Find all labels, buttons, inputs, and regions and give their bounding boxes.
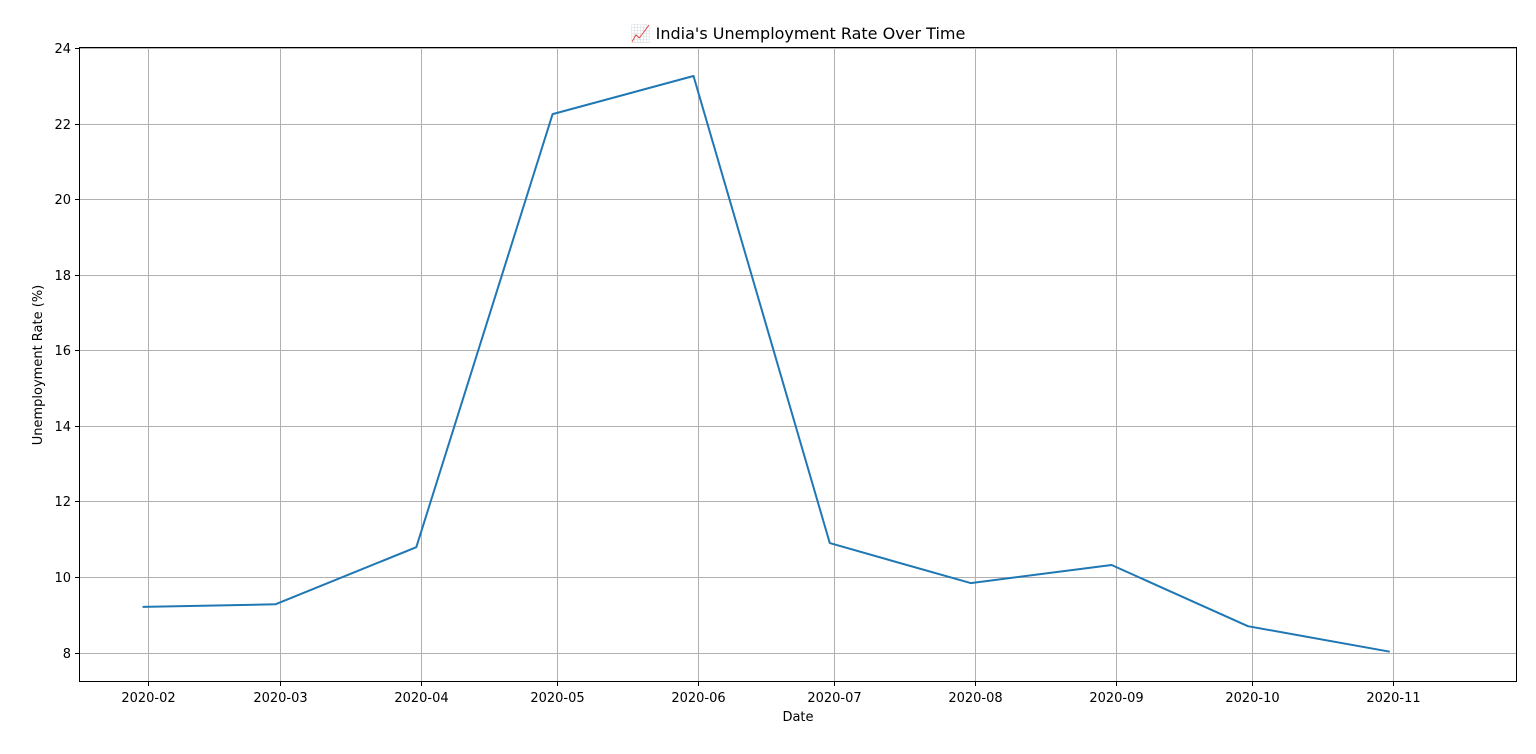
x-tick-label: 2020-09 [1089, 691, 1143, 706]
grid [80, 48, 1516, 681]
x-tick-label: 2020-02 [121, 691, 175, 706]
y-tick-label: 22 [54, 118, 71, 133]
y-tick-label: 10 [54, 571, 71, 586]
y-tick-label: 14 [54, 420, 71, 435]
y-tick-label: 20 [54, 193, 71, 208]
x-tick-label: 2020-11 [1366, 691, 1420, 706]
y-tick-label: 16 [54, 344, 71, 359]
chart-title: 📈 India's Unemployment Rate Over Time [631, 24, 966, 43]
y-axis: 8 10 12 14 16 18 20 22 24 [54, 42, 80, 662]
y-axis-label: Unemployment Rate (%) [31, 285, 46, 446]
x-tick-label: 2020-05 [530, 691, 584, 706]
y-tick-label: 18 [54, 269, 71, 284]
y-tick-label: 24 [54, 42, 71, 57]
plot-frame [79, 47, 1517, 682]
x-tick-label: 2020-06 [671, 691, 725, 706]
x-axis: 2020-02 2020-03 2020-04 2020-05 2020-06 2020-… [121, 681, 1421, 706]
y-tick-label: 8 [63, 647, 71, 662]
x-axis-label: Date [782, 710, 813, 725]
series-line [142, 75, 1390, 653]
x-tick-label: 2020-04 [394, 691, 448, 706]
x-tick-label: 2020-08 [948, 691, 1002, 706]
x-tick-label: 2020-03 [253, 691, 307, 706]
x-tick-label: 2020-07 [807, 691, 861, 706]
series-layer [142, 75, 1390, 653]
y-tick-label: 12 [54, 495, 71, 510]
x-tick-label: 2020-10 [1225, 691, 1279, 706]
